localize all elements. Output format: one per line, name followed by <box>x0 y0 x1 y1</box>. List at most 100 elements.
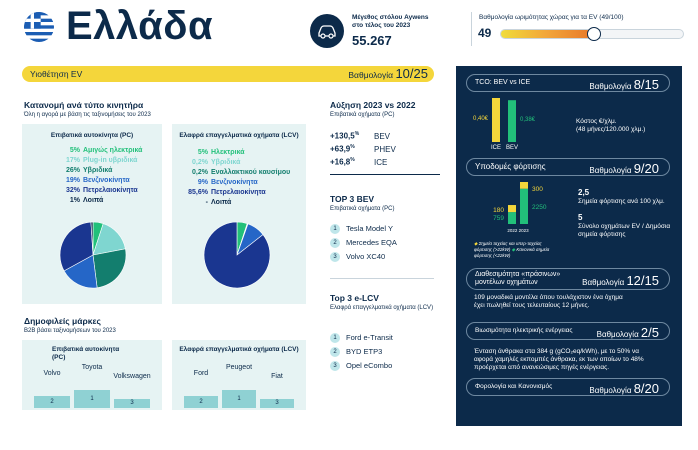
charging-year-labels: 2022 2023 <box>507 228 529 233</box>
legend-label: Λοιπά <box>211 199 232 206</box>
bev-value-label: 0,38€ <box>520 117 536 123</box>
normal-charging-legend-marker: ◆ <box>511 247 516 252</box>
charging-stat2-label: Σύνολο οχημάτων EV / Δημόσια σημεία φόρτ… <box>578 223 671 238</box>
charging-pill: Υποδομές φόρτισης Βαθμολογία 9/20 <box>466 158 670 176</box>
list-item: 2 Mercedes EQA <box>330 236 397 250</box>
tco-bar-chart: 0,40€ 0,38€ ICE BEV <box>473 98 536 151</box>
fast-charging-bar <box>520 182 528 189</box>
maturity-label: Βαθμολογία ωριμότητας χώρας για τα EV (4… <box>479 14 624 21</box>
rank-badge: 1 <box>330 224 340 235</box>
car-icon <box>310 14 344 48</box>
charging-stat2-value: 5 <box>578 213 583 222</box>
legend-row: 0,2% Εναλλακτικού καυσίμου <box>182 168 290 178</box>
fast-charging-bar <box>508 205 516 213</box>
growth-label: BEV <box>374 131 391 141</box>
pc-pie-chart <box>59 221 127 289</box>
podium-step: 1 <box>74 390 110 408</box>
legend-row: 26% Υβριδικά <box>54 166 142 176</box>
growth-row: +63,9% PHEV <box>330 141 396 154</box>
growth-divider <box>330 174 440 175</box>
model-name: Opel eCombo <box>346 361 393 370</box>
page-title: Ελλάδα <box>66 4 214 48</box>
legend-percent: - <box>205 199 208 206</box>
legend-row: 9% Βενζινοκίνητα <box>182 178 290 188</box>
pc-distribution-header: Επιβατικά αυτοκίνητα (PC) <box>50 132 134 139</box>
legend-percent: 5% <box>69 147 80 154</box>
legend-percent: 32% <box>65 187 80 194</box>
maturity-progress-fill <box>501 30 592 38</box>
ev-adoption-bar: Υιοθέτηση EV Βαθμολογία 10/25 <box>22 66 434 82</box>
brands-title: Δημοφιλείς μάρκες <box>24 316 101 326</box>
rank-badge: 2 <box>330 347 340 358</box>
top-bev-title: TOP 3 BEV <box>330 194 375 204</box>
pc-brands-header: Επιβατικά αυτοκίνητα (PC) <box>52 346 120 361</box>
podium-rank: 1 <box>90 396 94 402</box>
growth-value: +63,9% <box>330 144 355 154</box>
charging-label: Υποδομές φόρτισης <box>475 162 546 171</box>
podium-step: 1 <box>222 390 256 408</box>
brand-name: Volkswagen <box>113 373 151 380</box>
model-name: Ford e-Transit <box>346 333 393 342</box>
tax-label: Φορολογία και Κανονισμός <box>475 383 553 390</box>
podium-step: 3 <box>114 399 150 408</box>
pie-slice-5 <box>59 221 94 272</box>
carbon-text: Ένταση άνθρακα στα 384 g (gCO₂eq/kWh), μ… <box>474 348 644 371</box>
rank-badge: 2 <box>330 238 340 249</box>
bev-bar <box>508 100 516 142</box>
pc-brands-panel: Επιβατικά αυτοκίνητα (PC) Volvo 2 Toyota 1 V… <box>22 340 162 410</box>
legend-label: Βενζινοκίνητα <box>83 177 130 184</box>
legend-percent: 85,6% <box>188 189 208 196</box>
legend-row: 19% Βενζινοκίνητα <box>54 176 142 186</box>
ice-value-label: 0,40€ <box>473 116 489 122</box>
maturity-progress-bar <box>500 27 684 41</box>
distribution-title: Κατανομή ανά τύπο κινητήρα <box>24 100 144 110</box>
lcv-legend: 5% Ηλεκτρικά 0,2% Υβριδικά 0,2% Εναλλακτικού … <box>182 148 290 208</box>
legend-row: - Λοιπά <box>182 198 290 208</box>
ev-adoption-score: Βαθμολογία 10/25 <box>348 66 428 81</box>
legend-row: 1% Λοιπά <box>54 196 142 206</box>
growth-title: Αύξηση 2023 vs 2022 <box>330 100 416 110</box>
legend-row: 0,2% Υβριδικά <box>182 158 290 168</box>
top-lcv-title: Top 3 e-LCV <box>330 293 379 303</box>
normal-charging-bar <box>520 188 528 224</box>
tax-pill: Φορολογία και Κανονισμός Βαθμολογία 8/20 <box>466 378 670 396</box>
top-bev-list: 1 Tesla Model Y 2 Mercedes EQA 3 Volvo XC40 <box>330 222 397 264</box>
fast-charging-legend-marker: ◆ <box>474 241 478 246</box>
legend-percent: 26% <box>65 167 80 174</box>
lcv-pie-chart <box>203 221 271 289</box>
lcv-distribution-header: Ελαφρά επαγγελματικά οχήματα (LCV) <box>179 132 299 139</box>
podium-rank: 2 <box>199 399 203 405</box>
legend-label: Αμιγώς ηλεκτρικά <box>83 147 143 154</box>
carbon-score: Βαθμολογία 2/5 <box>596 325 659 340</box>
pie-slice-6 <box>90 221 94 256</box>
bev-tick-label: BEV <box>506 145 518 151</box>
tco-pill: TCO: BEV vs ICE Βαθμολογία 8/15 <box>466 74 670 92</box>
legend-label: Εναλλακτικού καυσίμου <box>211 169 291 176</box>
tco-cost-label: Κόστος €/χλμ. (48 μήνες/120.000 χλμ.) <box>576 118 646 133</box>
label-2022-normal: 759 <box>493 215 504 222</box>
legend-label: Πετρελαιοκίνητα <box>211 189 266 196</box>
tax-score: Βαθμολογία 8/20 <box>589 381 659 396</box>
rank-badge: 3 <box>330 252 340 263</box>
model-name: BYD ETP3 <box>346 347 383 356</box>
legend-label: Ηλεκτρικά <box>211 149 245 156</box>
lcv-distribution-panel: Ελαφρά επαγγελματικά οχήματα (LCV) 5% Ηλε… <box>172 124 306 304</box>
legend-percent: 19% <box>65 177 80 184</box>
rank-badge: 3 <box>330 361 340 372</box>
availability-pill: Διαθεσιμότητα «πράσινων» μοντέλων οχημάτω… <box>466 268 670 290</box>
legend-row: 5% Ηλεκτρικά <box>182 148 290 158</box>
legend-percent: 17% <box>65 157 80 164</box>
fleet-size-label: Μέγεθος στόλου Aywens στο τέλος του 2023 <box>352 14 429 29</box>
legend-row: 85,6% Πετρελαιοκίνητα <box>182 188 290 198</box>
model-name: Volvo XC40 <box>346 252 386 261</box>
charging-stat1-value: 2,5 <box>578 188 590 197</box>
label-2022-fast: 180 <box>493 207 504 214</box>
growth-row: +130,5% BEV <box>330 128 396 141</box>
podium-step: 3 <box>260 399 294 408</box>
label-2023-fast: 300 <box>532 186 543 193</box>
legend-percent: 0,2% <box>192 169 208 176</box>
availability-text: 109 μοναδικά μοντέλα όπου τουλάχιστον έν… <box>474 294 623 309</box>
greece-flag-icon <box>24 12 54 42</box>
growth-row: +16,8% ICE <box>330 154 396 167</box>
